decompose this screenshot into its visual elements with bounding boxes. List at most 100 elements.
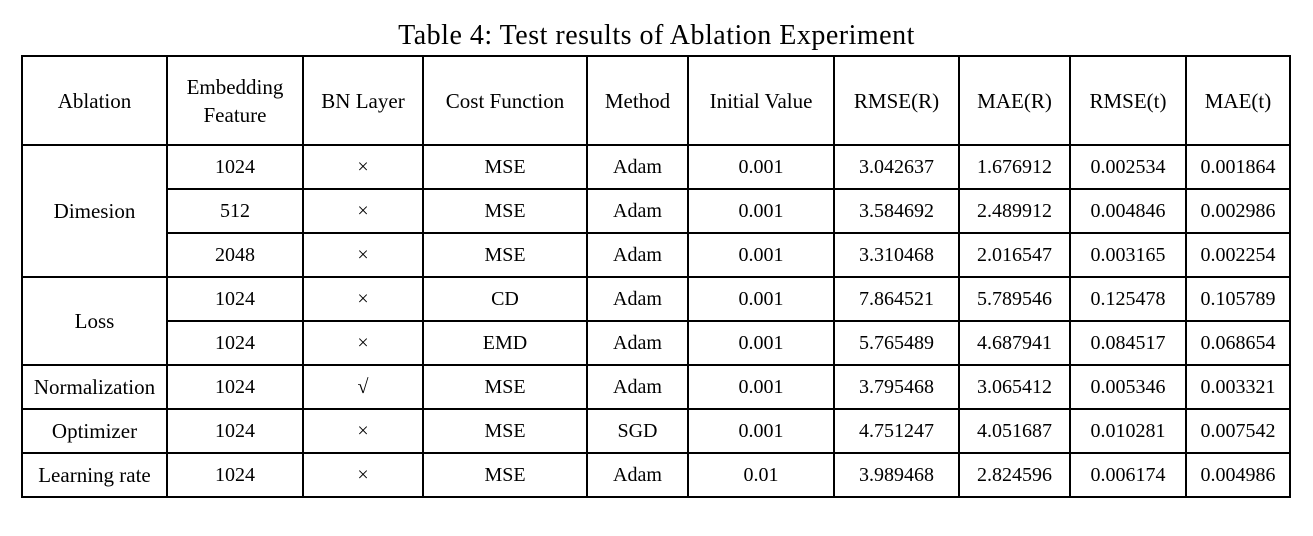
mae-r-cell: 2.824596	[958, 452, 1071, 498]
method-cell: Adam	[586, 276, 689, 322]
embedding-feature-cell: 1024	[166, 144, 304, 190]
bn-layer-cell: ×	[302, 144, 424, 190]
ablation-group-cell: Learning rate	[21, 452, 168, 498]
bn-layer-cell: ×	[302, 408, 424, 454]
embedding-header-line1: Embedding	[186, 74, 284, 99]
mae-r-cell: 4.051687	[958, 408, 1071, 454]
cost-function-cell: MSE	[422, 408, 588, 454]
mae-t-cell: 0.002254	[1185, 232, 1291, 278]
mae-t-cell: 0.004986	[1185, 452, 1291, 498]
embedding-feature-cell: 512	[166, 188, 304, 234]
header-row: Ablation Embedding Feature BN Layer Cost …	[21, 55, 1291, 146]
rmse-t-cell: 0.010281	[1069, 408, 1187, 454]
table-row: Normalization 1024 √ MSE Adam 0.001 3.795468 3.…	[21, 364, 1291, 410]
bn-layer-cell: ×	[302, 320, 424, 366]
rmse-r-cell: 5.765489	[833, 320, 960, 366]
cost-function-cell: MSE	[422, 452, 588, 498]
column-header-initial-value: Initial Value	[687, 55, 835, 146]
bn-layer-cell: √	[302, 364, 424, 410]
initial-value-cell: 0.001	[687, 232, 835, 278]
column-header-mae-r: MAE(R)	[958, 55, 1071, 146]
table-caption: Table 4: Test results of Ablation Experi…	[398, 20, 915, 51]
method-cell: Adam	[586, 452, 689, 498]
initial-value-cell: 0.001	[687, 144, 835, 190]
rmse-t-cell: 0.006174	[1069, 452, 1187, 498]
cost-function-cell: EMD	[422, 320, 588, 366]
embedding-feature-cell: 1024	[166, 408, 304, 454]
initial-value-cell: 0.01	[687, 452, 835, 498]
mae-t-cell: 0.002986	[1185, 188, 1291, 234]
mae-t-cell: 0.007542	[1185, 408, 1291, 454]
initial-value-cell: 0.001	[687, 276, 835, 322]
bn-layer-cell: ×	[302, 276, 424, 322]
rmse-r-cell: 3.795468	[833, 364, 960, 410]
initial-value-cell: 0.001	[687, 364, 835, 410]
rmse-t-cell: 0.084517	[1069, 320, 1187, 366]
rmse-r-cell: 7.864521	[833, 276, 960, 322]
mae-r-cell: 3.065412	[958, 364, 1071, 410]
table-row: Loss 1024 × CD Adam 0.001 7.864521 5.789546 0.12…	[21, 276, 1291, 366]
mae-r-cell: 5.789546	[958, 276, 1071, 322]
table-header: Ablation Embedding Feature BN Layer Cost …	[21, 55, 1291, 146]
table-body: Dimesion 1024 × MSE Adam 0.001 3.042637 1.67691…	[21, 144, 1291, 498]
cost-function-cell: MSE	[422, 232, 588, 278]
cost-function-cell: MSE	[422, 144, 588, 190]
embedding-feature-cell: 1024	[166, 364, 304, 410]
bn-layer-cell: ×	[302, 232, 424, 278]
mae-r-cell: 2.016547	[958, 232, 1071, 278]
rmse-r-cell: 3.042637	[833, 144, 960, 190]
embedding-header-line2: Feature	[203, 102, 267, 127]
ablation-results-table: Ablation Embedding Feature BN Layer Cost …	[21, 55, 1291, 498]
ablation-group-cell: Optimizer	[21, 408, 168, 454]
rmse-r-cell: 3.584692	[833, 188, 960, 234]
embedding-feature-cell: 1024	[166, 452, 304, 498]
mae-t-cell: 0.003321	[1185, 364, 1291, 410]
method-cell: Adam	[586, 188, 689, 234]
bn-layer-cell: ×	[302, 452, 424, 498]
method-cell: Adam	[586, 232, 689, 278]
method-cell: Adam	[586, 364, 689, 410]
column-header-rmse-r: RMSE(R)	[833, 55, 960, 146]
table-row: Optimizer 1024 × MSE SGD 0.001 4.751247 4.05168…	[21, 408, 1291, 454]
cost-function-cell: MSE	[422, 364, 588, 410]
initial-value-cell: 0.001	[687, 408, 835, 454]
mae-r-cell: 1.676912	[958, 144, 1071, 190]
ablation-group-cell: Dimesion	[21, 144, 168, 278]
mae-r-cell: 2.489912	[958, 188, 1071, 234]
table-row: Learning rate 1024 × MSE Adam 0.01 3.989468 2.8…	[21, 452, 1291, 498]
initial-value-cell: 0.001	[687, 320, 835, 366]
bn-layer-cell: ×	[302, 188, 424, 234]
column-header-cost-function: Cost Function	[422, 55, 588, 146]
ablation-group-cell: Loss	[21, 276, 168, 366]
column-header-mae-t: MAE(t)	[1185, 55, 1291, 146]
column-header-method: Method	[586, 55, 689, 146]
mae-t-cell: 0.068654	[1185, 320, 1291, 366]
column-header-rmse-t: RMSE(t)	[1069, 55, 1187, 146]
initial-value-cell: 0.001	[687, 188, 835, 234]
rmse-t-cell: 0.004846	[1069, 188, 1187, 234]
mae-t-cell: 0.001864	[1185, 144, 1291, 190]
rmse-r-cell: 4.751247	[833, 408, 960, 454]
table-row: 512 × MSE Adam 0.001 3.584692 2.489912 0.004846…	[22, 188, 1291, 234]
rmse-t-cell: 0.002534	[1069, 144, 1187, 190]
table-row: 1024 × EMD Adam 0.001 5.765489 4.687941 0.08451…	[22, 320, 1291, 366]
embedding-feature-cell: 1024	[166, 276, 304, 322]
method-cell: SGD	[586, 408, 689, 454]
embedding-feature-cell: 1024	[166, 320, 304, 366]
column-header-bn-layer: BN Layer	[302, 55, 424, 146]
column-header-embedding-feature: Embedding Feature	[166, 55, 304, 146]
method-cell: Adam	[586, 144, 689, 190]
ablation-group-cell: Normalization	[21, 364, 168, 410]
rmse-t-cell: 0.005346	[1069, 364, 1187, 410]
table-row: 2048 × MSE Adam 0.001 3.310468 2.016547 0.00316…	[22, 232, 1291, 278]
rmse-t-cell: 0.125478	[1069, 276, 1187, 322]
table-row: Dimesion 1024 × MSE Adam 0.001 3.042637 1.67691…	[21, 144, 1291, 278]
mae-r-cell: 4.687941	[958, 320, 1071, 366]
rmse-t-cell: 0.003165	[1069, 232, 1187, 278]
rmse-r-cell: 3.310468	[833, 232, 960, 278]
mae-t-cell: 0.105789	[1185, 276, 1291, 322]
method-cell: Adam	[586, 320, 689, 366]
cost-function-cell: CD	[422, 276, 588, 322]
cost-function-cell: MSE	[422, 188, 588, 234]
embedding-feature-cell: 2048	[166, 232, 304, 278]
